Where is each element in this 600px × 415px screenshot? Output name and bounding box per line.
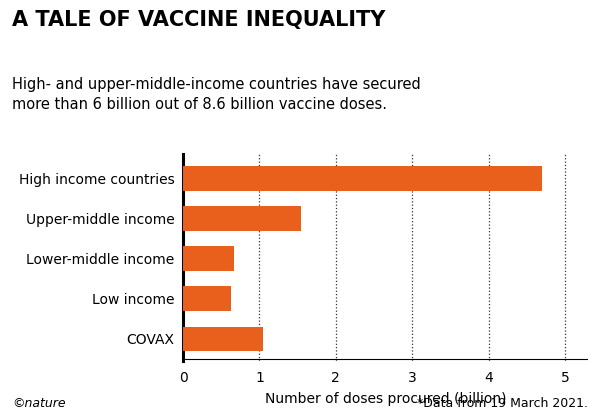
Bar xyxy=(183,286,231,311)
Bar xyxy=(183,206,301,231)
Text: ©nature: ©nature xyxy=(12,397,65,410)
Bar xyxy=(183,327,263,352)
Bar xyxy=(183,166,542,191)
Text: *Data from 19 March 2021.: *Data from 19 March 2021. xyxy=(417,397,588,410)
Bar xyxy=(183,246,234,271)
X-axis label: Number of doses procured (billion): Number of doses procured (billion) xyxy=(265,392,506,406)
Text: A TALE OF VACCINE INEQUALITY: A TALE OF VACCINE INEQUALITY xyxy=(12,10,385,30)
Text: High- and upper-middle-income countries have secured
more than 6 billion out of : High- and upper-middle-income countries … xyxy=(12,77,421,112)
